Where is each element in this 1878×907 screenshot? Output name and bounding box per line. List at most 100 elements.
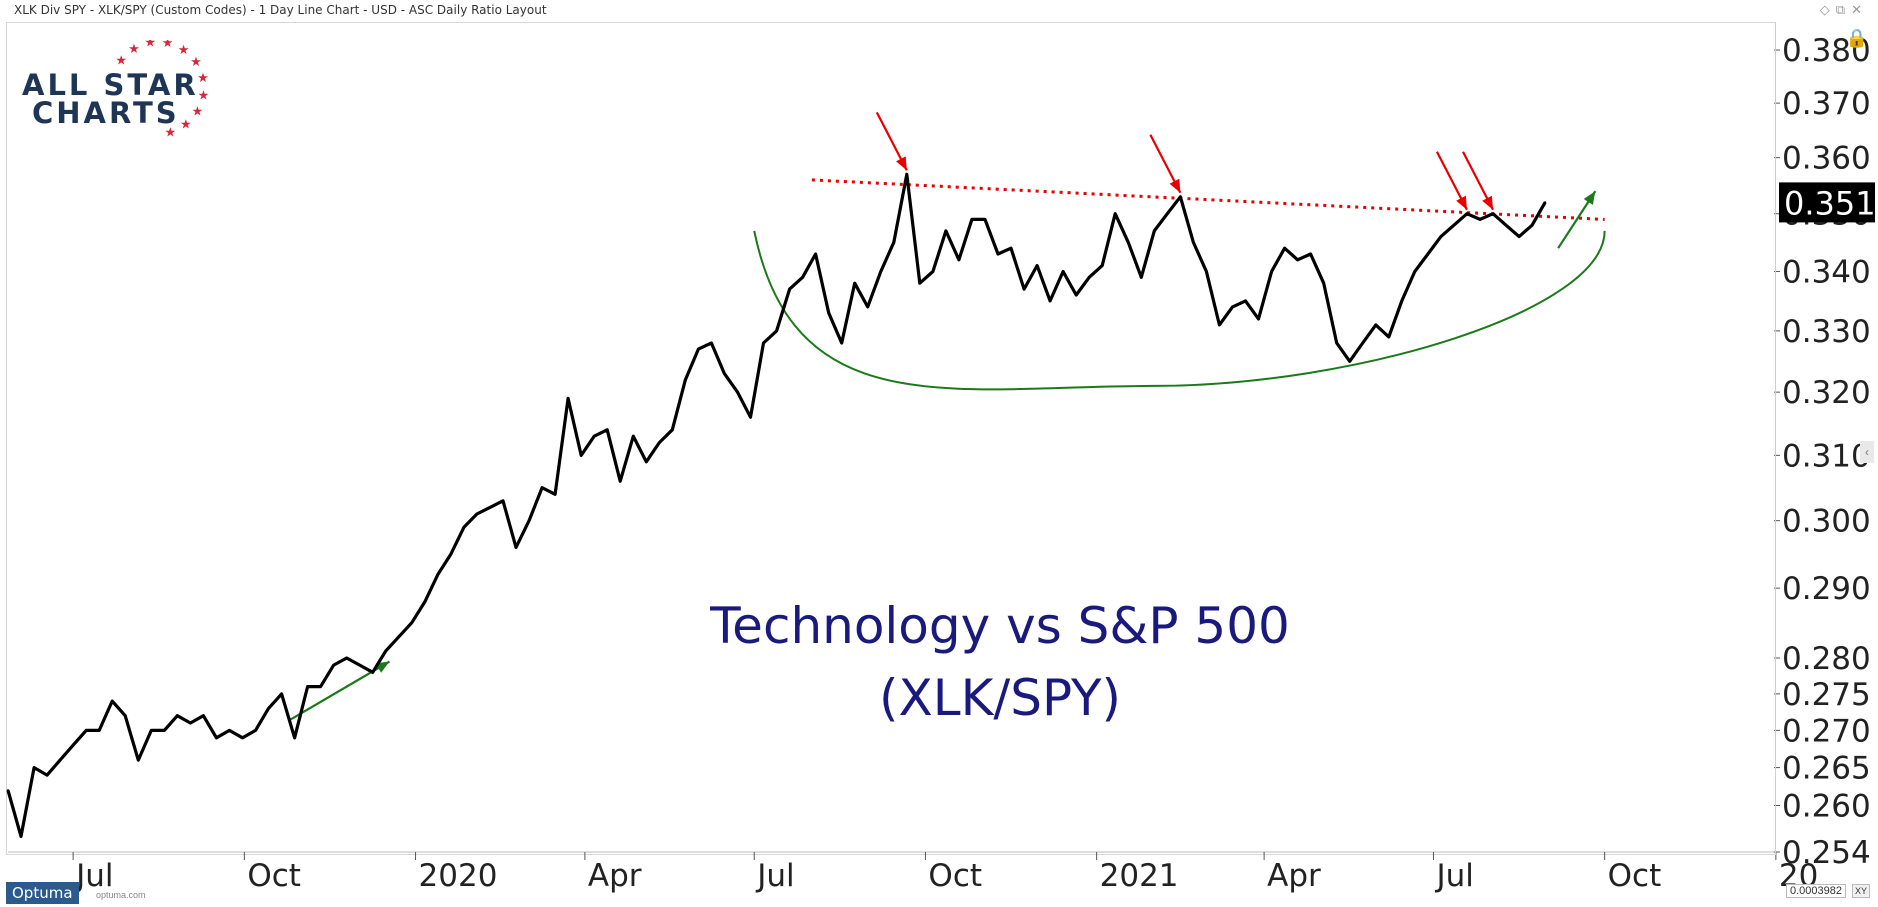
- data-point: [606, 428, 609, 432]
- data-point: [645, 460, 648, 463]
- data-point: [1179, 195, 1182, 198]
- data-point: [176, 714, 179, 717]
- data-point: [32, 766, 36, 769]
- y-tick-label: 0.280: [1782, 641, 1871, 677]
- chart-title: Technology vs S&P 500 (XLK/SPY): [700, 590, 1300, 734]
- data-point: [853, 281, 856, 285]
- data-point: [1400, 299, 1404, 303]
- logo-star-icon: ★: [192, 104, 204, 119]
- data-point: [397, 635, 400, 638]
- data-point: [1270, 270, 1273, 273]
- data-point: [111, 699, 114, 703]
- data-point: [1153, 229, 1156, 233]
- data-point: [84, 729, 88, 732]
- data-point: [723, 372, 726, 375]
- x-tick-label: Oct: [247, 858, 301, 894]
- data-point: [736, 390, 739, 394]
- y-tick-label: 0.320: [1782, 375, 1871, 411]
- data-point: [1257, 317, 1260, 321]
- last-value-box: [1779, 182, 1875, 223]
- data-point: [697, 347, 700, 351]
- data-point: [619, 480, 622, 483]
- data-point: [254, 729, 257, 732]
- y-tick-label: 0.360: [1782, 141, 1871, 177]
- data-point: [1426, 252, 1430, 256]
- data-point: [632, 434, 635, 438]
- data-point: [280, 692, 283, 696]
- annotation-layer: [290, 111, 1606, 721]
- resistance-touch-arrow-head: [1169, 178, 1181, 193]
- data-point: [1452, 223, 1456, 227]
- logo-star-ring: ★★ ★ ★ ★★★★★★★: [115, 40, 209, 139]
- y-tick-label: 0.310: [1782, 438, 1871, 474]
- data-point: [241, 736, 244, 739]
- data-point: [749, 415, 752, 419]
- data-point: [97, 729, 101, 732]
- footer-bar: [0, 880, 1878, 907]
- data-point: [514, 546, 518, 549]
- data-point: [384, 649, 387, 653]
- data-point: [319, 685, 322, 688]
- price-scale-divider: [1775, 22, 1776, 855]
- data-point: [45, 773, 49, 777]
- data-point: [449, 552, 453, 556]
- data-point: [1296, 258, 1299, 261]
- data-point: [58, 758, 62, 762]
- data-point: [527, 519, 531, 522]
- data-point: [1374, 323, 1377, 327]
- data-point: [553, 493, 557, 496]
- data-point: [215, 736, 218, 739]
- x-tick-label: Jul: [1434, 858, 1473, 894]
- x-tick-label: Apr: [1267, 858, 1321, 894]
- data-point: [436, 573, 440, 576]
- data-point: [905, 173, 909, 176]
- data-point: [827, 311, 830, 315]
- lock-icon[interactable]: 🔒: [1845, 28, 1868, 48]
- y-tick-label: 0.270: [1782, 713, 1871, 749]
- window-controls[interactable]: ◇⧉✕: [1820, 2, 1868, 18]
- logo-star-icon: ★: [190, 54, 202, 69]
- data-point: [501, 499, 505, 503]
- x-tick-label: Oct: [928, 858, 982, 894]
- y-tick-label: 0.265: [1782, 751, 1871, 787]
- data-point: [1087, 276, 1091, 279]
- data-point: [658, 441, 661, 444]
- series-line: [6, 172, 1547, 839]
- y-tick-label: 0.260: [1782, 789, 1871, 825]
- data-point: [1439, 235, 1443, 238]
- data-point: [150, 729, 153, 732]
- data-point: [996, 252, 1000, 256]
- xy-toggle-button[interactable]: XY: [1852, 884, 1871, 898]
- scale-readout: 0.0003982: [1786, 884, 1846, 898]
- data-point: [1348, 360, 1351, 363]
- data-point: [671, 428, 674, 432]
- logo-text-line1: ALL STAR: [22, 68, 199, 102]
- collapse-panel-icon[interactable]: ‹: [1860, 441, 1874, 463]
- title-bar: XLK Div SPY - XLK/SPY (Custom Codes) - 1…: [0, 0, 1878, 22]
- data-point: [1413, 270, 1417, 273]
- data-point: [879, 270, 882, 273]
- optuma-logo: Optuma: [6, 882, 79, 904]
- data-point: [1061, 270, 1065, 273]
- chart-title-line2: (XLK/SPY): [878, 669, 1122, 727]
- y-tick-label: 0.380: [1782, 33, 1871, 69]
- restore-icon[interactable]: ⧉: [1835, 2, 1852, 17]
- data-point: [1244, 299, 1247, 303]
- close-icon[interactable]: ✕: [1851, 2, 1868, 17]
- data-point: [1361, 341, 1364, 345]
- x-tick-label: 2021: [1100, 858, 1179, 894]
- data-point: [462, 526, 466, 529]
- x-tick-label: Apr: [588, 858, 642, 894]
- data-point: [423, 600, 427, 604]
- data-point: [371, 671, 374, 674]
- last-value-label: 0.351: [1784, 184, 1876, 222]
- logo-star-icon: ★: [197, 70, 209, 85]
- data-point: [1205, 270, 1208, 273]
- data-point: [592, 434, 596, 438]
- pin-icon[interactable]: ◇: [1819, 2, 1836, 17]
- data-point: [124, 714, 127, 717]
- data-point: [267, 707, 270, 710]
- logo-star-icon: ★: [162, 40, 174, 50]
- data-point: [1543, 201, 1547, 204]
